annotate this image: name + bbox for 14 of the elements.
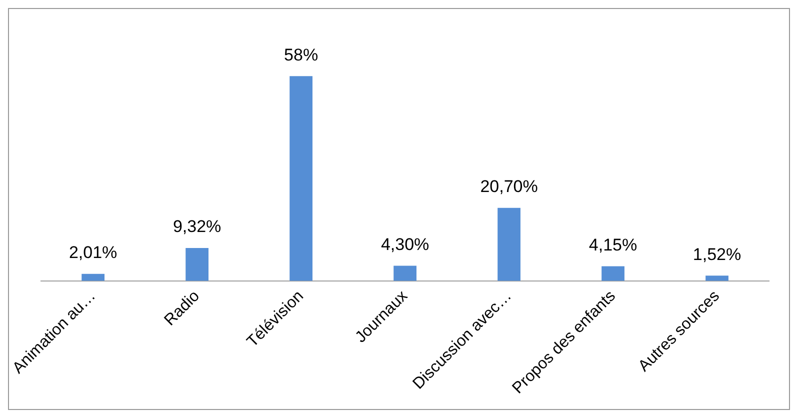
data-label: 58% [284,45,318,64]
bar [186,248,208,281]
bar [82,274,105,281]
bar [706,276,728,281]
data-label: 2,01% [68,243,118,262]
data-label: 9,32% [172,217,222,236]
data-label: 4,15% [588,235,638,254]
data-label: 4,30% [380,234,430,254]
bar [602,266,624,281]
data-label: 20,70% [480,177,538,196]
bar [290,76,312,281]
data-label: 1,52% [692,244,742,264]
bar [498,208,520,281]
bar [394,266,416,281]
